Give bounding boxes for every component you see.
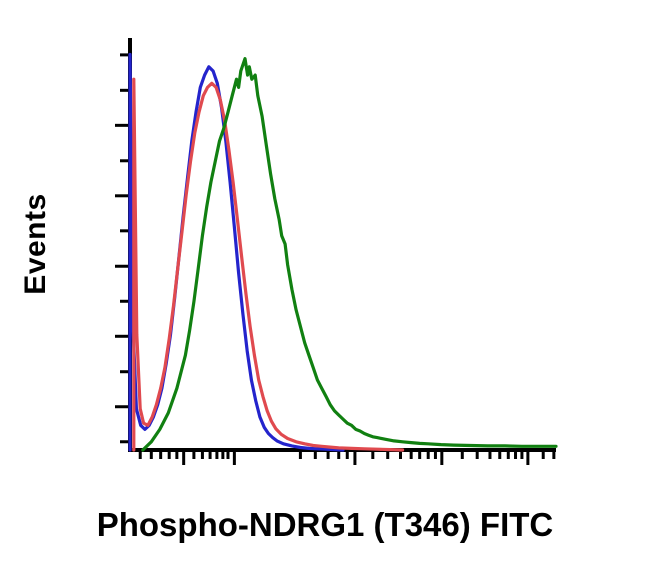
- y-axis-label: Events: [19, 193, 52, 295]
- x-axis-label: Phospho-NDRG1 (T346) FITC: [96, 506, 554, 543]
- red-control-histogram: [132, 77, 405, 452]
- green-sample-histogram: [141, 56, 558, 452]
- blue-control-histogram: [128, 52, 345, 452]
